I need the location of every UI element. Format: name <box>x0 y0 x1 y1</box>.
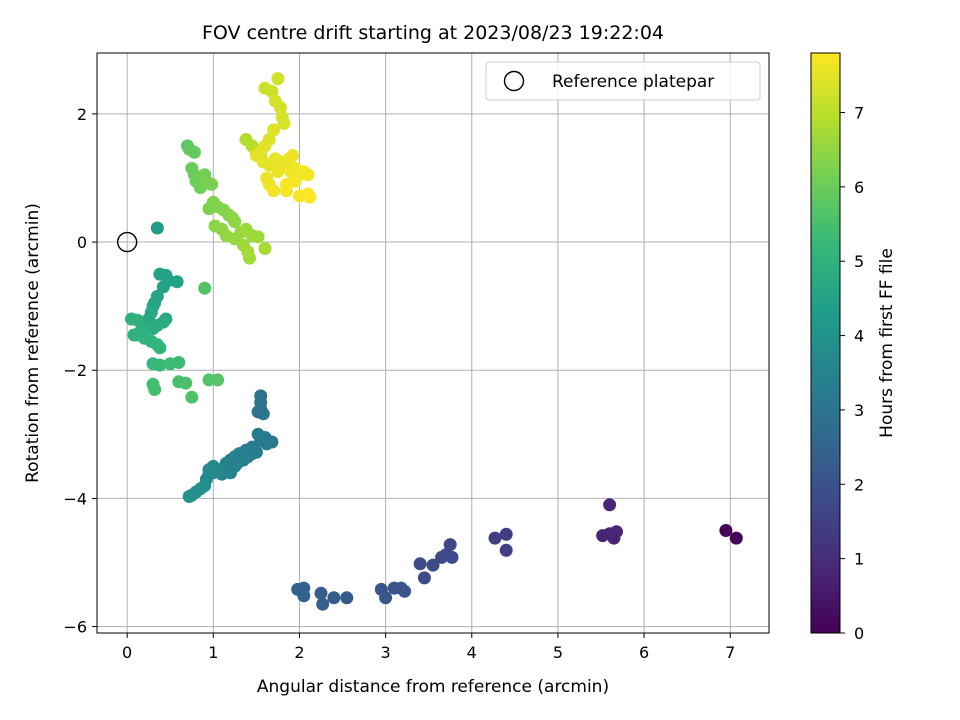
scatter-point <box>187 145 201 159</box>
data-points <box>125 72 743 611</box>
reference-point <box>116 231 138 253</box>
scatter-point <box>426 558 440 572</box>
colorbar-tick-label: 3 <box>854 401 864 420</box>
scatter-point <box>610 525 623 539</box>
x-tick-label: 0 <box>122 643 132 662</box>
x-tick-label: 5 <box>553 643 563 662</box>
scatter-point <box>327 591 341 605</box>
scatter-point <box>251 230 265 244</box>
colorbar-tick-label: 1 <box>854 550 864 569</box>
scatter-point <box>249 445 263 459</box>
scatter-point <box>274 101 287 114</box>
scatter-point <box>499 543 513 557</box>
grid-lines <box>97 53 769 633</box>
reference-marker <box>116 231 138 253</box>
scatter-point <box>127 328 141 342</box>
scatter-point <box>445 550 459 564</box>
scatter-point <box>211 373 225 387</box>
scatter-point <box>153 341 167 355</box>
scatter-point <box>267 184 281 198</box>
x-tick-label: 3 <box>381 643 391 662</box>
scatter-point <box>251 405 265 419</box>
scatter-point <box>271 72 285 86</box>
scatter-point <box>258 242 272 255</box>
colorbar-tick-label: 6 <box>854 178 864 197</box>
colorbar: 0 1 2 3 4 5 6 7 Hours from first FF file <box>810 52 897 643</box>
chart-title: FOV centre drift starting at 2023/08/23 … <box>202 22 664 44</box>
colorbar-gradient <box>811 53 840 633</box>
scatter-point <box>156 280 170 294</box>
scatter-point <box>499 527 513 541</box>
x-axis-label: Angular distance from reference (arcmin) <box>257 677 609 697</box>
scatter-point <box>435 550 449 564</box>
scatter-point <box>224 466 237 480</box>
scatter-point <box>729 531 743 545</box>
scatter-point <box>603 498 617 512</box>
scatter-point <box>316 597 330 611</box>
x-axis-ticks: 0 1 2 3 4 5 6 7 <box>122 633 735 662</box>
legend-entry-reference: Reference platepar <box>552 72 714 92</box>
plot-frame <box>96 52 770 634</box>
scatter-point <box>198 281 212 295</box>
colorbar-label: Hours from first FF file <box>877 248 897 438</box>
x-tick-label: 7 <box>725 643 735 662</box>
scatter-point <box>297 589 311 603</box>
scatter-point <box>314 586 328 600</box>
colorbar-tick-label: 4 <box>854 327 864 346</box>
x-tick-label: 6 <box>639 643 649 662</box>
scatter-point <box>131 313 144 327</box>
colorbar-frame <box>810 52 841 634</box>
scatter-point <box>182 490 196 503</box>
scatter-point <box>488 531 502 545</box>
scatter-point <box>277 117 291 130</box>
scatter-point <box>185 390 199 404</box>
scatter-point <box>387 581 401 595</box>
scatter-point <box>243 251 256 265</box>
scatter-point <box>153 358 167 372</box>
scatter-point <box>374 582 388 596</box>
scatter-point <box>148 383 162 396</box>
colorbar-ticks: 0 1 2 3 4 5 6 7 <box>840 103 864 643</box>
colorbar-tick-label: 0 <box>854 624 864 643</box>
y-tick-label: −6 <box>63 618 87 637</box>
scatter-point <box>284 165 298 179</box>
y-tick-label: 2 <box>77 105 87 124</box>
legend-box <box>485 61 761 101</box>
colorbar-tick-label: 7 <box>854 103 864 122</box>
scatter-point <box>413 557 427 571</box>
colorbar-tick-label: 2 <box>854 475 864 494</box>
scatter-point <box>301 168 315 182</box>
y-tick-label: 0 <box>77 233 87 252</box>
y-tick-label: −4 <box>63 489 87 508</box>
scatter-point <box>417 571 431 585</box>
x-tick-label: 2 <box>294 643 304 662</box>
legend: Reference platepar <box>485 61 761 101</box>
scatter-point <box>228 215 242 229</box>
y-axis-ticks: −6 −4 −2 0 2 <box>63 105 97 637</box>
scatter-point <box>172 356 186 369</box>
scatter-point <box>340 591 354 605</box>
scatter-point <box>280 184 293 198</box>
scatter-point <box>150 221 164 235</box>
y-axis-label: Rotation from reference (arcmin) <box>23 203 43 483</box>
y-tick-label: −2 <box>63 361 87 380</box>
x-tick-label: 4 <box>467 643 477 662</box>
scatter-point <box>205 177 219 191</box>
scatter-point <box>230 456 244 470</box>
scatter-point <box>286 149 300 162</box>
scatter-point <box>719 524 733 537</box>
scatter-point <box>251 427 265 441</box>
scatter-point <box>260 437 274 451</box>
x-tick-label: 1 <box>208 643 218 662</box>
scatter-point <box>443 538 457 552</box>
colorbar-tick-label: 5 <box>854 252 864 271</box>
scatter-point <box>179 376 193 390</box>
scatter-point <box>202 463 216 477</box>
scatter-point <box>271 165 285 179</box>
scatter-point <box>303 190 317 204</box>
legend-reference-marker <box>503 70 525 92</box>
